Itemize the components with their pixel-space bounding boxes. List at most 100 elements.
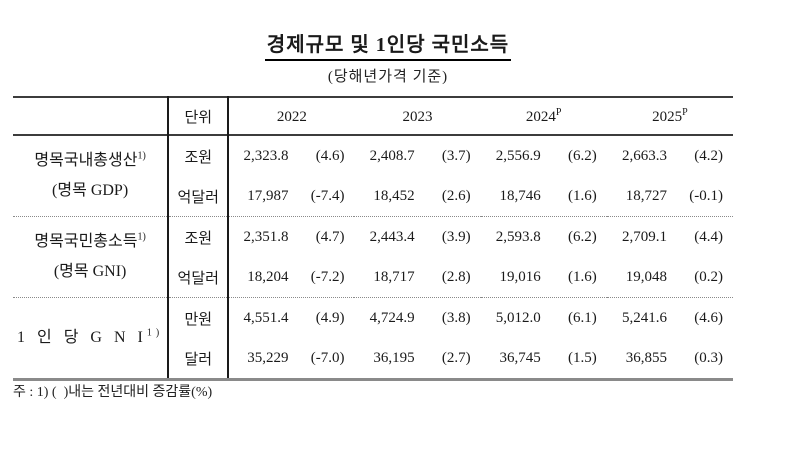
header-year-2022: 2022 bbox=[228, 97, 354, 135]
header-blank-cell bbox=[13, 97, 168, 135]
cell-growth-rate: (1.6) bbox=[568, 187, 597, 204]
cell-value: 19,048 bbox=[625, 268, 667, 285]
year-superscript: P bbox=[555, 106, 562, 118]
row-label-text: 명목국내총생산 bbox=[34, 151, 138, 169]
unit-cell: 조원 bbox=[167, 216, 230, 257]
cell-value: 36,855 bbox=[625, 349, 667, 366]
cell-growth-rate: (4.6) bbox=[315, 147, 345, 164]
cell-value: 2,323.8 bbox=[243, 147, 289, 164]
year-label: 2025 bbox=[652, 108, 683, 125]
data-cell: 2,663.3 (4.2) bbox=[607, 135, 733, 176]
cell-value: 18,727 bbox=[625, 187, 667, 204]
data-cell: 18,746 (1.6) bbox=[481, 176, 607, 217]
cell-value: 18,746 bbox=[499, 187, 541, 204]
cell-growth-rate: (2.6) bbox=[441, 187, 471, 204]
header-year-2025: 2025P bbox=[607, 97, 733, 135]
data-cell: 2,323.8 (4.6) bbox=[228, 135, 354, 176]
cell-value: 18,452 bbox=[373, 187, 415, 204]
header-year-2024: 2024P bbox=[481, 97, 607, 135]
row-label-gdp: 명목국내총생산1) (명목 GDP) bbox=[13, 135, 168, 217]
data-cell: 18,204 (-7.2) bbox=[228, 257, 354, 298]
row-label-sub: (명목 GNI) bbox=[53, 263, 127, 280]
year-label: 2023 bbox=[402, 108, 433, 125]
row-label-gni: 명목국민총소득1) (명목 GNI) bbox=[13, 217, 168, 298]
table-row: 명목국민총소득1) (명목 GNI) 조원 2,351.8 (4.7) 2,443… bbox=[13, 216, 733, 280]
table-row: 달러 35,229 (-7.0) 36,195 (2.7) 36,745 (1.5) … bbox=[13, 338, 733, 380]
row-label-main: 명목국민총소득1) bbox=[13, 227, 167, 257]
year-label: 2022 bbox=[276, 108, 307, 125]
row-label-text: 1 인 당 G N I bbox=[16, 328, 147, 346]
data-cell: 2,408.7 (3.7) bbox=[354, 135, 480, 176]
data-cell: 36,195 (2.7) bbox=[354, 338, 480, 380]
title-block: 경제규모 및 1인당 국민소득 (당해년가격 기준) bbox=[13, 28, 763, 86]
data-cell: 2,593.8 (6.2) bbox=[481, 217, 607, 258]
cell-growth-rate: (6.1) bbox=[568, 309, 597, 326]
cell-value: 4,724.9 bbox=[369, 309, 415, 326]
table-header-row: 단위 2022 2023 2024P 2025P bbox=[13, 97, 733, 135]
cell-growth-rate: (4.7) bbox=[315, 228, 345, 245]
row-label-main: 1 인 당 G N I1) bbox=[13, 323, 167, 353]
cell-value: 36,195 bbox=[373, 349, 415, 366]
cell-value: 18,717 bbox=[373, 268, 415, 285]
data-cell: 2,556.9 (6.2) bbox=[481, 135, 607, 176]
page-title: 경제규모 및 1인당 국민소득 bbox=[264, 28, 512, 61]
table-row: 명목국내총생산1) (명목 GDP) 조원 2,323.8 (4.6) 2,408… bbox=[13, 135, 733, 199]
row-label-per-capita-gni: 1 인 당 G N I1) bbox=[13, 298, 168, 380]
data-cell: 2,351.8 (4.7) bbox=[228, 217, 354, 258]
unit-cell: 만원 bbox=[167, 297, 230, 338]
data-cell: 4,724.9 (3.8) bbox=[354, 298, 480, 339]
data-cell: 2,443.4 (3.9) bbox=[354, 217, 480, 258]
data-cell: 19,016 (1.6) bbox=[481, 257, 607, 298]
unit-cell: 억달러 bbox=[167, 257, 230, 298]
unit-cell: 달러 bbox=[167, 338, 230, 380]
data-cell: 19,048 (0.2) bbox=[607, 257, 733, 298]
cell-value: 19,016 bbox=[499, 268, 541, 285]
year-superscript: P bbox=[682, 106, 688, 118]
statistics-table: 단위 2022 2023 2024P 2025P 명목국내총생산1) (명목 G… bbox=[13, 96, 733, 381]
unit-cell: 억달러 bbox=[167, 176, 230, 217]
cell-growth-rate: (6.2) bbox=[568, 228, 597, 245]
cell-growth-rate: (-7.4) bbox=[310, 187, 345, 204]
header-year-2023: 2023 bbox=[354, 97, 480, 135]
data-cell: 18,727 (-0.1) bbox=[607, 176, 733, 217]
cell-growth-rate: (3.7) bbox=[441, 147, 471, 164]
cell-value: 4,551.4 bbox=[243, 309, 289, 326]
cell-growth-rate: (2.7) bbox=[441, 349, 471, 366]
cell-value: 35,229 bbox=[247, 349, 289, 366]
row-label-main: 명목국내총생산1) bbox=[13, 146, 167, 176]
cell-value: 2,408.7 bbox=[369, 147, 415, 164]
cell-value: 2,709.1 bbox=[622, 228, 667, 245]
data-cell: 36,745 (1.5) bbox=[481, 338, 607, 380]
cell-value: 2,663.3 bbox=[622, 147, 667, 164]
table-row: 1 인 당 G N I1) 만원 4,551.4 (4.9) 4,724.9 (3.… bbox=[13, 297, 733, 346]
cell-growth-rate: (6.2) bbox=[568, 147, 597, 164]
cell-value: 2,443.4 bbox=[369, 228, 415, 245]
row-label-text: 명목국민총소득 bbox=[34, 232, 138, 250]
cell-growth-rate: (1.5) bbox=[568, 349, 597, 366]
data-cell: 5,012.0 (6.1) bbox=[481, 298, 607, 339]
cell-growth-rate: (-7.0) bbox=[310, 349, 345, 366]
footnote-marker: 1) bbox=[137, 231, 146, 243]
cell-growth-rate: (3.9) bbox=[441, 228, 471, 245]
cell-value: 5,012.0 bbox=[495, 309, 541, 326]
row-label-sub: (명목 GDP) bbox=[52, 182, 129, 199]
cell-value: 18,204 bbox=[247, 268, 289, 285]
header-unit-cell: 단위 bbox=[167, 97, 230, 135]
cell-growth-rate: (4.4) bbox=[694, 228, 723, 245]
cell-growth-rate: (0.2) bbox=[694, 268, 723, 285]
data-cell: 35,229 (-7.0) bbox=[228, 338, 354, 380]
footnote-marker: 1) bbox=[146, 327, 164, 339]
unit-cell: 조원 bbox=[167, 135, 230, 176]
data-cell: 4,551.4 (4.9) bbox=[228, 298, 354, 339]
footnote-marker: 1) bbox=[137, 150, 146, 162]
cell-growth-rate: (-7.2) bbox=[310, 268, 345, 285]
year-label: 2024 bbox=[525, 108, 556, 125]
table-row: 억달러 17,987 (-7.4) 18,452 (2.6) 18,746 (1.6)… bbox=[13, 176, 733, 217]
cell-value: 2,556.9 bbox=[495, 147, 541, 164]
cell-growth-rate: (2.8) bbox=[441, 268, 471, 285]
table-row: 억달러 18,204 (-7.2) 18,717 (2.8) 19,016 (1.6)… bbox=[13, 257, 733, 298]
cell-growth-rate: (-0.1) bbox=[689, 187, 723, 204]
data-cell: 5,241.6 (4.6) bbox=[607, 298, 733, 339]
cell-growth-rate: (4.9) bbox=[315, 309, 345, 326]
